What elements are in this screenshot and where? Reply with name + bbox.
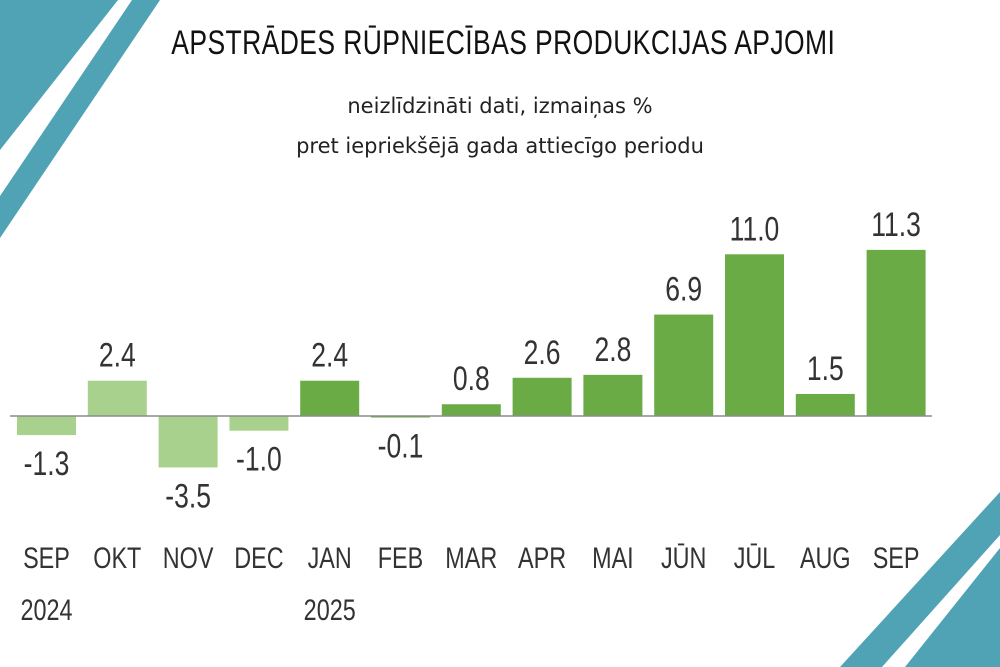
labels-group: -1.3 SEP 2024 2.4 OKT -3.5 NOV -1.0 DEC 2.4 JAN 202… bbox=[20, 206, 920, 627]
bar-mar-6 bbox=[441, 404, 501, 416]
bar-jūn-9 bbox=[654, 314, 714, 416]
bar-sep-0 bbox=[17, 416, 76, 436]
bar-apr-7 bbox=[512, 377, 572, 416]
value-label-2: -3.5 bbox=[165, 477, 211, 515]
value-label-9: 6.9 bbox=[665, 270, 702, 308]
bar-nov-2 bbox=[158, 416, 218, 468]
value-label-10: 11.0 bbox=[730, 210, 780, 248]
value-label-0: -1.3 bbox=[24, 445, 70, 483]
bottom-right-corner-thin-stripe bbox=[840, 492, 1000, 667]
top-left-corner-thin-stripe bbox=[0, 0, 160, 238]
bar-okt-1 bbox=[87, 380, 147, 416]
bottom-right-corner-stripe bbox=[905, 548, 1000, 667]
category-label-6: MAR bbox=[445, 541, 497, 574]
value-label-4: 2.4 bbox=[311, 337, 348, 375]
category-label-0: SEP bbox=[23, 541, 70, 574]
value-label-3: -1.0 bbox=[236, 441, 282, 479]
bar-sep-12 bbox=[866, 249, 926, 416]
category-label-7: APR bbox=[518, 541, 566, 574]
bar-jan-4 bbox=[300, 380, 360, 416]
category-label-11: AUG bbox=[800, 541, 851, 574]
chart-title: APSTRĀDES RŪPNIECĪBAS PRODUKCIJAS APJOMI bbox=[171, 24, 836, 62]
bar-jūl-10 bbox=[725, 254, 784, 416]
category-label-4: JAN bbox=[308, 541, 352, 574]
category-label-10: JŪL bbox=[734, 541, 776, 574]
category-label-2: NOV bbox=[163, 541, 214, 574]
chart-subtitle-line1: neizlīdzināti dati, izmaiņas % bbox=[347, 94, 653, 118]
year-label-2025: 2025 bbox=[304, 593, 356, 626]
bar-dec-3 bbox=[229, 416, 289, 431]
value-label-5: -0.1 bbox=[378, 427, 424, 465]
bar-mai-8 bbox=[583, 374, 643, 416]
top-left-corner-stripe bbox=[0, 0, 118, 150]
value-label-8: 2.8 bbox=[594, 331, 631, 369]
year-label-2024: 2024 bbox=[20, 593, 72, 626]
category-label-12: SEP bbox=[873, 541, 920, 574]
category-label-9: JŪN bbox=[661, 541, 706, 574]
value-label-7: 2.6 bbox=[524, 334, 561, 372]
value-label-12: 11.3 bbox=[871, 206, 921, 244]
category-label-8: MAI bbox=[592, 541, 634, 574]
bars-group bbox=[17, 249, 926, 468]
category-label-1: OKT bbox=[93, 541, 141, 574]
category-label-3: DEC bbox=[234, 541, 283, 574]
value-label-6: 0.8 bbox=[453, 360, 490, 398]
value-label-1: 2.4 bbox=[99, 337, 136, 375]
chart-subtitle-line2: pret iepriekšējā gada attiecīgo periodu bbox=[296, 134, 704, 158]
value-label-11: 1.5 bbox=[807, 350, 844, 388]
bar-aug-11 bbox=[795, 393, 855, 416]
category-label-5: FEB bbox=[378, 541, 424, 574]
